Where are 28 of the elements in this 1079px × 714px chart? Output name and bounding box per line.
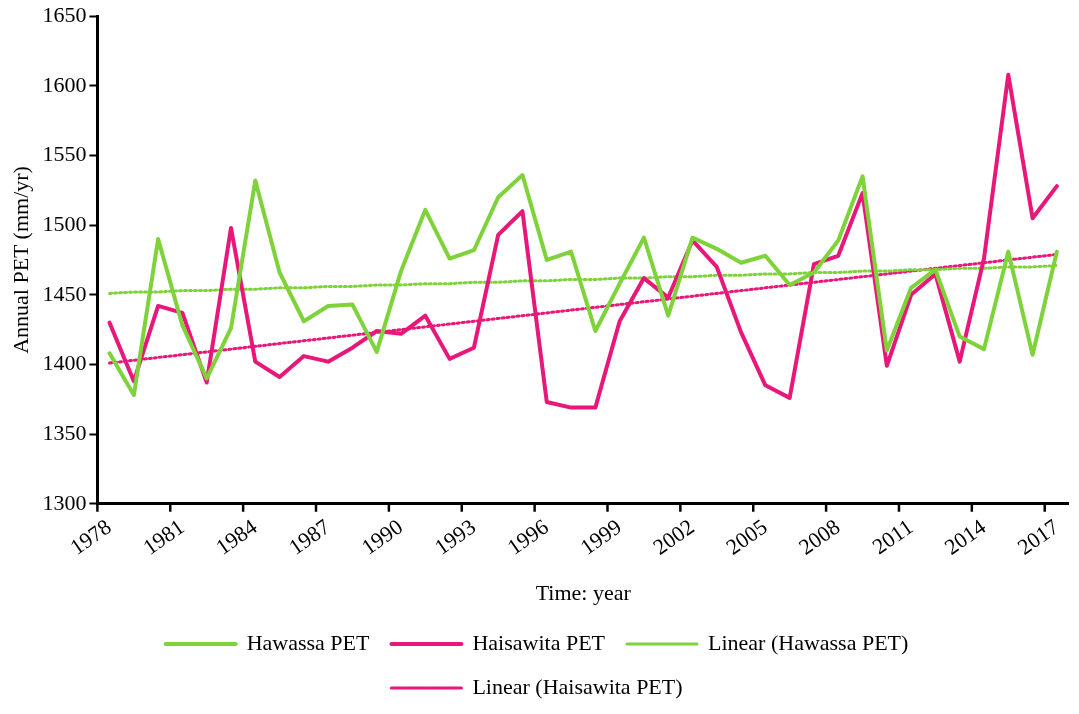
legend-label: Linear (Haisawita PET) <box>472 673 683 699</box>
legend-label: Hawassa PET <box>246 629 370 655</box>
x-tick-label: 2002 <box>648 513 699 560</box>
x-tick-label: 2014 <box>939 513 991 560</box>
y-tick-label: 1350 <box>42 419 87 445</box>
x-axis-title: Time: year <box>535 579 632 605</box>
y-tick-label: 1300 <box>42 489 87 515</box>
x-tick-label: 2011 <box>867 513 918 560</box>
legend-label: Linear (Hawassa PET) <box>708 629 909 655</box>
x-tick-label: 1990 <box>356 513 408 560</box>
y-tick-label: 1650 <box>42 1 87 27</box>
y-tick-label: 1450 <box>42 280 87 306</box>
x-tick-label: 2008 <box>794 513 845 560</box>
y-tick-label: 1400 <box>42 350 87 376</box>
y-tick-label: 1550 <box>42 141 87 167</box>
x-tick-label: 1996 <box>502 513 553 560</box>
x-tick-label: 1981 <box>138 513 189 560</box>
x-tick-label: 1984 <box>211 513 262 560</box>
x-tick-label: 1987 <box>283 513 335 560</box>
x-tick-label: 2005 <box>721 513 772 560</box>
legend-label: Haisawita PET <box>472 629 606 655</box>
x-tick-label: 2017 <box>1012 513 1064 560</box>
x-tick-label: 1978 <box>65 513 116 560</box>
y-axis-title: Annual PET (mm/yr) <box>7 166 33 354</box>
y-tick-label: 1500 <box>42 210 87 236</box>
y-tick-label: 1600 <box>42 71 87 97</box>
x-tick-label: 1999 <box>575 513 626 560</box>
x-tick-label: 1993 <box>429 513 481 560</box>
